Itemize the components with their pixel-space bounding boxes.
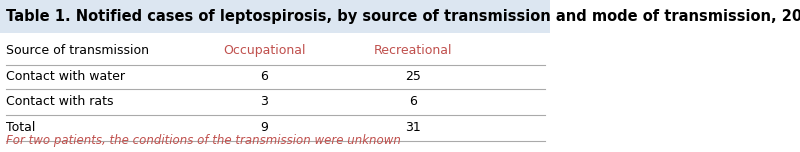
Text: 3: 3 xyxy=(260,95,268,108)
Text: 25: 25 xyxy=(405,69,421,83)
Text: 6: 6 xyxy=(260,69,268,83)
Text: Occupational: Occupational xyxy=(223,44,306,57)
Text: Table 1. Notified cases of leptospirosis, by source of transmission and mode of : Table 1. Notified cases of leptospirosis… xyxy=(6,9,800,24)
Text: Total: Total xyxy=(6,121,35,134)
Text: Contact with water: Contact with water xyxy=(6,69,125,83)
Text: 6: 6 xyxy=(409,95,417,108)
Text: Recreational: Recreational xyxy=(374,44,452,57)
Text: Source of transmission: Source of transmission xyxy=(6,44,149,57)
Text: 31: 31 xyxy=(405,121,421,134)
Text: For two patients, the conditions of the transmission were unknown: For two patients, the conditions of the … xyxy=(6,134,400,147)
FancyBboxPatch shape xyxy=(0,0,550,33)
Text: 9: 9 xyxy=(260,121,268,134)
Text: Contact with rats: Contact with rats xyxy=(6,95,113,108)
